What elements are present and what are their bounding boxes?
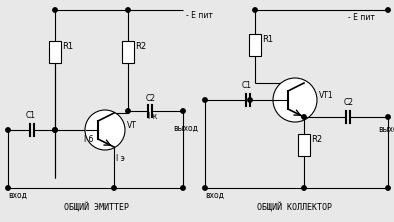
Circle shape (302, 115, 306, 119)
Circle shape (203, 98, 207, 102)
Circle shape (112, 186, 116, 190)
Text: C1: C1 (26, 111, 36, 120)
Circle shape (6, 128, 10, 132)
Bar (249, 34, 261, 56)
Circle shape (253, 8, 257, 12)
Circle shape (181, 186, 185, 190)
Circle shape (302, 186, 306, 190)
Text: ОБЩИЙ КОЛЛЕКТОР: ОБЩИЙ КОЛЛЕКТОР (258, 202, 333, 212)
Text: I б: I б (84, 135, 93, 144)
Text: ОБЩИЙ ЭМИТТЕР: ОБЩИЙ ЭМИТТЕР (65, 202, 130, 212)
Text: I к: I к (148, 112, 157, 121)
Bar (298, 134, 310, 156)
Text: VT: VT (127, 121, 137, 130)
Circle shape (203, 186, 207, 190)
Circle shape (248, 98, 252, 102)
Text: R1: R1 (62, 42, 73, 51)
Text: - Е пит: - Е пит (348, 13, 375, 22)
Text: вход: вход (8, 191, 27, 200)
Text: R2: R2 (311, 135, 322, 144)
Circle shape (181, 109, 185, 113)
Text: выход: выход (378, 125, 394, 134)
Text: C2: C2 (146, 94, 156, 103)
Text: - Е пит: - Е пит (186, 11, 213, 20)
Circle shape (6, 186, 10, 190)
Text: R1: R1 (262, 35, 273, 44)
Circle shape (53, 128, 57, 132)
Text: вход: вход (205, 191, 224, 200)
Text: VT1: VT1 (319, 91, 334, 100)
Bar (49, 41, 61, 63)
Text: C2: C2 (344, 98, 354, 107)
Text: R2: R2 (135, 42, 146, 51)
Bar (122, 41, 134, 63)
Circle shape (53, 8, 57, 12)
Circle shape (53, 128, 57, 132)
Circle shape (386, 186, 390, 190)
Text: выход: выход (173, 124, 198, 133)
Circle shape (126, 8, 130, 12)
Text: C1: C1 (242, 81, 252, 90)
Text: I э: I э (116, 154, 125, 163)
Circle shape (386, 8, 390, 12)
Circle shape (386, 115, 390, 119)
Circle shape (273, 78, 317, 122)
Circle shape (126, 109, 130, 113)
Circle shape (85, 110, 125, 150)
